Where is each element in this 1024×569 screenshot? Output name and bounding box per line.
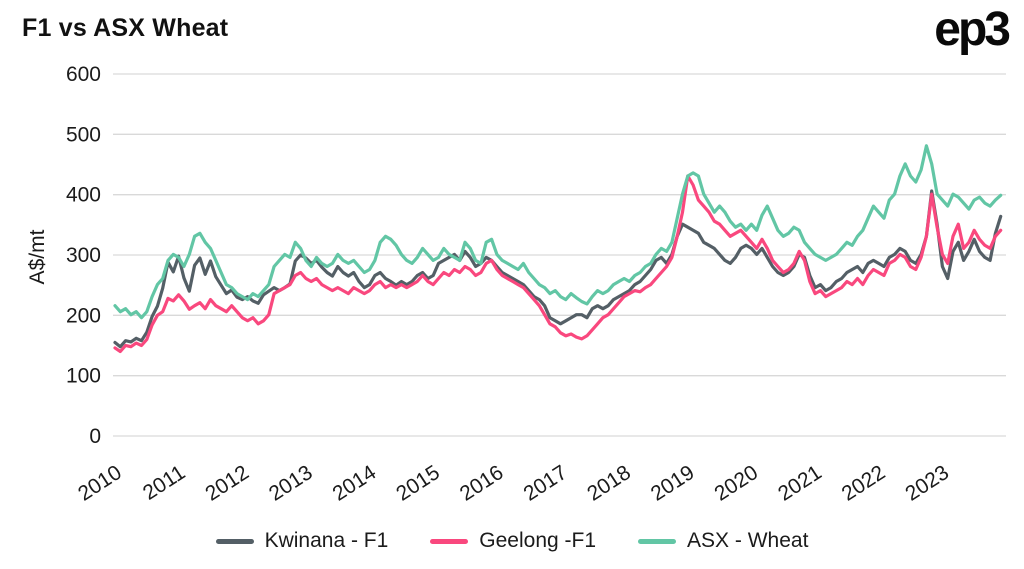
svg-text:400: 400 xyxy=(66,184,101,207)
y-axis-ticks: 0 100 200 300 400 500 600 xyxy=(66,63,101,448)
kwinana-line-swatch xyxy=(215,538,254,544)
svg-text:2021: 2021 xyxy=(774,461,826,506)
svg-text:2020: 2020 xyxy=(710,461,762,506)
svg-text:2022: 2022 xyxy=(838,461,890,506)
svg-text:600: 600 xyxy=(66,63,101,86)
svg-text:2010: 2010 xyxy=(74,461,126,506)
svg-text:2018: 2018 xyxy=(583,461,635,506)
svg-text:2017: 2017 xyxy=(520,461,572,506)
series-lines xyxy=(113,144,1003,354)
svg-text:2013: 2013 xyxy=(265,461,317,506)
legend-item-geelong: Geelong -F1 xyxy=(430,529,596,553)
chart-title: F1 vs ASX Wheat xyxy=(22,14,229,42)
series-line-2 xyxy=(113,144,1003,320)
legend-label-kwinana: Kwinana - F1 xyxy=(264,529,389,552)
geelong-line-swatch xyxy=(430,538,469,544)
svg-text:2015: 2015 xyxy=(392,461,444,506)
x-axis-ticks: 2010 2011 2012 2013 2014 2015 2016 2017 2018 2019… xyxy=(74,461,953,506)
svg-text:2014: 2014 xyxy=(329,461,381,506)
svg-text:2019: 2019 xyxy=(647,461,699,506)
svg-text:2016: 2016 xyxy=(456,461,508,506)
svg-text:100: 100 xyxy=(66,365,101,388)
legend-item-kwinana: Kwinana - F1 xyxy=(215,529,389,553)
asx-line-swatch xyxy=(638,538,677,544)
gridlines xyxy=(113,73,1006,437)
svg-text:2023: 2023 xyxy=(901,461,953,506)
series-line-0 xyxy=(113,189,1003,349)
svg-text:0: 0 xyxy=(89,425,101,448)
ep3-logo: ep3 xyxy=(934,3,1011,56)
svg-text:200: 200 xyxy=(66,304,101,327)
svg-text:500: 500 xyxy=(66,123,101,146)
series-line-1 xyxy=(113,174,1003,354)
svg-text:300: 300 xyxy=(66,244,101,267)
svg-text:2011: 2011 xyxy=(139,461,189,505)
legend-label-geelong: Geelong -F1 xyxy=(479,529,597,552)
legend-label-asx: ASX - Wheat xyxy=(687,529,809,552)
chart-legend: Kwinana - F1 Geelong -F1 ASX - Wheat xyxy=(0,529,1024,553)
legend-item-asx: ASX - Wheat xyxy=(638,529,808,553)
svg-text:2012: 2012 xyxy=(201,461,253,506)
